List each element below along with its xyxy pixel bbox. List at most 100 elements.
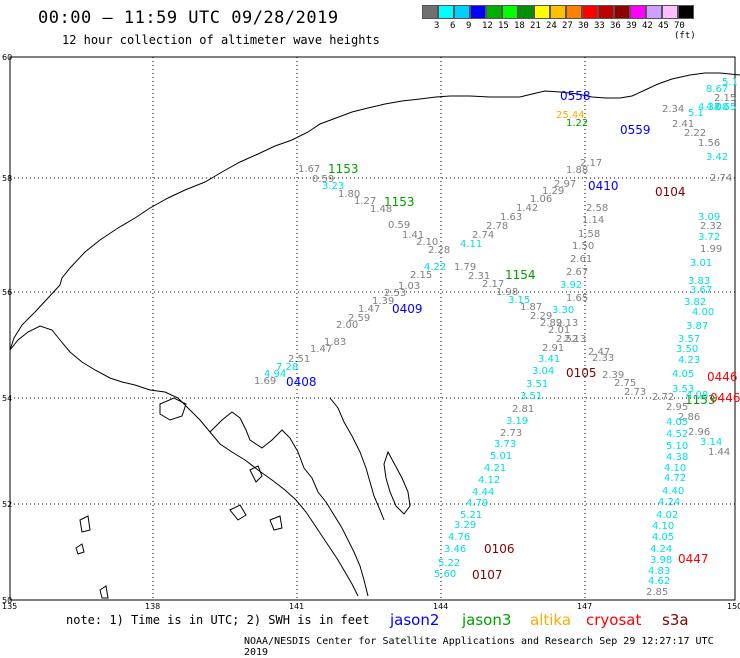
- color-scale-label: 15: [498, 21, 509, 31]
- wave-height-value: 2.41: [672, 119, 694, 130]
- wave-height-value: 3.09: [698, 212, 720, 223]
- color-scale-label: 3: [434, 21, 440, 31]
- pass-label: 0408: [286, 375, 317, 389]
- color-swatch: [454, 5, 470, 19]
- wave-height-value: 4.02: [656, 510, 678, 521]
- wave-height-value: 1.79: [454, 262, 476, 273]
- color-scale-label: 18: [514, 21, 525, 31]
- pass-label: 0104: [655, 185, 686, 199]
- lon-label: 138: [145, 602, 160, 611]
- pass-label: 0105: [566, 366, 597, 380]
- wave-height-value: 3.57: [678, 334, 700, 345]
- wave-height-value: 8.67: [706, 84, 728, 95]
- map-subtitle: 12 hour collection of altimeter wave hei…: [62, 33, 380, 47]
- southeast-coast: [9, 284, 61, 351]
- wave-height-value: 4.76: [448, 532, 470, 543]
- color-swatch: [582, 5, 598, 19]
- wave-height-value: 2.01: [548, 325, 570, 336]
- lon-label: 144: [433, 602, 448, 611]
- wave-height-value: 3.01: [690, 258, 712, 269]
- wave-height-value: 1.98: [496, 287, 518, 298]
- color-swatch: [678, 5, 694, 19]
- wave-height-value: 2.86: [678, 412, 700, 423]
- wave-height-value: 7.65: [714, 102, 736, 113]
- wave-height-value: 1.50: [572, 241, 594, 252]
- satellite-legend-item: jason2: [390, 611, 440, 629]
- wave-height-value: 3.50: [676, 344, 698, 355]
- wave-height-value: 4.79: [466, 498, 488, 509]
- wave-height-value: 2.17: [482, 279, 504, 290]
- color-swatch: [550, 5, 566, 19]
- pass-label: 1154: [505, 268, 536, 282]
- wave-height-value: 1.67: [298, 164, 320, 175]
- wave-height-value: 2.28: [428, 245, 450, 256]
- wave-height-value: 2.97: [554, 179, 576, 190]
- pass-label: 1153: [384, 195, 415, 209]
- wave-height-value: 3.83: [688, 276, 710, 287]
- wave-height-value: 2.22: [684, 128, 706, 139]
- wave-height-value: 5.10: [666, 441, 688, 452]
- south-island-d: [79, 515, 91, 533]
- wave-height-value: 3.67: [690, 285, 712, 296]
- wave-height-value: 1.06: [530, 194, 552, 205]
- wave-height-value: 2.91: [542, 343, 564, 354]
- color-scale-label: 9: [466, 21, 472, 31]
- wave-height-value: 4.40: [662, 486, 684, 497]
- color-scale-label: 36: [610, 21, 621, 31]
- color-scale-label: 42: [642, 21, 653, 31]
- wave-height-value: 0.59: [312, 174, 334, 185]
- wave-height-value: 2.96: [688, 427, 710, 438]
- credit-line: NOAA/NESDIS Center for Satellite Applica…: [244, 636, 714, 658]
- lon-label: 147: [577, 602, 592, 611]
- south-island-a: [249, 465, 263, 483]
- wave-height-value: 4.08: [686, 390, 708, 401]
- lat-label: 54: [2, 394, 12, 403]
- wave-height-value: 1.88: [566, 165, 588, 176]
- color-scale-label: 70 (ft): [674, 21, 696, 41]
- wave-height-value: 2.73: [624, 387, 646, 398]
- pass-label: 0410: [588, 179, 619, 193]
- wave-height-value: 2.10: [416, 237, 438, 248]
- wave-height-value: 2.58: [586, 203, 608, 214]
- wave-height-value: 4.94: [264, 369, 286, 380]
- alaska-mainland-coast: [59, 72, 740, 286]
- wave-height-value: 5.1: [688, 108, 704, 119]
- wave-height-value: 3.19: [506, 416, 528, 427]
- south-island-e: [99, 585, 109, 599]
- wave-height-value: 2.74: [710, 173, 732, 184]
- wave-height-value: 1.63: [500, 212, 522, 223]
- wave-height-value: 4.00: [706, 102, 728, 113]
- wave-height-value: 3.04: [532, 366, 554, 377]
- wave-height-value: 2.95: [666, 402, 688, 413]
- pass-label: 0559: [620, 123, 651, 137]
- wave-height-value: 0.59: [388, 220, 410, 231]
- wave-height-value: 2.67: [566, 267, 588, 278]
- wave-height-value: 1.47: [358, 304, 380, 315]
- wave-height-value: 4.38: [698, 102, 720, 113]
- wave-height-value: 1.29: [542, 186, 564, 197]
- color-scale-label: 24: [546, 21, 557, 31]
- wave-height-value: 1.22: [566, 118, 588, 129]
- wave-height-value: 4.24: [650, 544, 672, 555]
- wave-height-value: 4.11: [460, 239, 482, 250]
- wave-height-value: 4.00: [692, 307, 714, 318]
- wave-height-value: 1.14: [582, 215, 604, 226]
- wave-height-value: 2.51: [288, 354, 310, 365]
- wave-height-value: 5.60: [434, 569, 456, 580]
- color-swatch: [422, 5, 438, 19]
- wave-height-value: 1.65: [566, 293, 588, 304]
- color-swatch: [470, 5, 486, 19]
- color-scale-label: 30: [578, 21, 589, 31]
- lon-label: 141: [289, 602, 304, 611]
- color-swatch: [486, 5, 502, 19]
- pass-label: 0107: [472, 568, 503, 582]
- color-scale-label: 6: [450, 21, 456, 31]
- wave-height-value: 2.61: [570, 254, 592, 265]
- wave-height-value: 4.21: [484, 463, 506, 474]
- wave-height-value: 3.53: [672, 384, 694, 395]
- wave-height-value: 3.51: [526, 379, 548, 390]
- wave-height-value: 4.05: [672, 369, 694, 380]
- lat-label: 50: [2, 596, 12, 605]
- lat-label: 52: [2, 500, 12, 509]
